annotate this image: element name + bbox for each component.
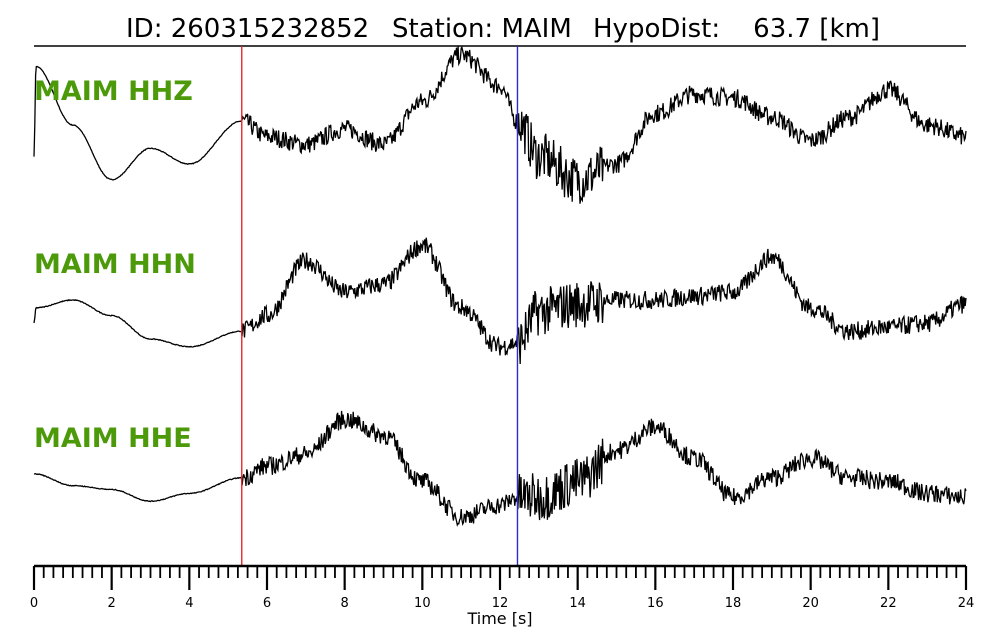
trace-label-1: MAIM HHZ (34, 76, 193, 107)
x-tick-label: 12 (492, 596, 509, 611)
trace-label-3: MAIM HHE (34, 423, 192, 454)
trace-1-waveform (33, 46, 967, 204)
chart-title: ID: 260315232852 Station: MAIM HypoDist:… (126, 14, 880, 44)
x-tick-label: 20 (802, 596, 819, 611)
x-tick-label: 22 (880, 596, 897, 611)
trace-3-waveform (33, 410, 967, 527)
x-tick-label: 0 (30, 596, 38, 611)
x-tick-label: 14 (569, 596, 586, 611)
x-tick-label: 4 (185, 596, 193, 611)
pick-lines (241, 46, 519, 566)
title-id: ID: 260315232852 (126, 14, 369, 44)
trace-label-2: MAIM HHN (34, 249, 196, 280)
x-axis: 0 2 4 6 8 10 12 14 16 18 20 22 24 (30, 564, 975, 611)
trace-2-waveform (33, 237, 967, 365)
x-axis-label: Time [s] (466, 609, 532, 628)
trace-labels: MAIM HHZ MAIM HHN MAIM HHE (34, 76, 196, 454)
traces-group (33, 46, 967, 527)
x-tick-label: 18 (725, 596, 742, 611)
x-tick-label: 2 (108, 596, 116, 611)
x-tick-label: 8 (341, 596, 349, 611)
title-station: Station: MAIM (392, 14, 572, 44)
x-tick-label: 6 (263, 596, 271, 611)
title-hypodist: HypoDist: 63.7 [km] (593, 14, 880, 44)
x-tick-label: 24 (958, 596, 975, 611)
x-tick-label: 16 (647, 596, 664, 611)
x-tick-label: 10 (414, 596, 431, 611)
